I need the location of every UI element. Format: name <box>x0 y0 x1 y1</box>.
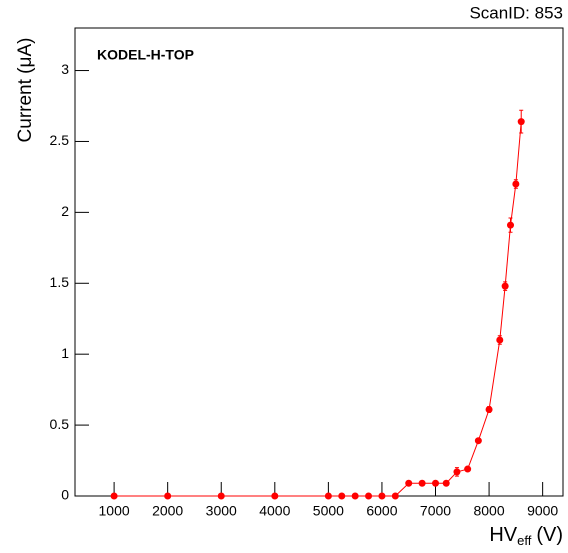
x-tick-label: 2000 <box>152 503 183 519</box>
data-point <box>338 492 346 500</box>
data-point <box>110 492 118 500</box>
data-point <box>405 479 413 487</box>
data-point <box>432 479 440 487</box>
data-point <box>324 492 332 500</box>
annotation: KODEL-H-TOP <box>97 47 194 63</box>
x-tick-label: 5000 <box>313 503 344 519</box>
data-point <box>496 336 504 344</box>
data-point <box>391 492 399 500</box>
y-tick-label: 3 <box>61 61 69 77</box>
data-point <box>464 465 472 473</box>
plot-frame <box>74 27 564 497</box>
data-point <box>418 479 426 487</box>
x-tick-label: 9000 <box>527 503 558 519</box>
x-tick-label: 8000 <box>473 503 504 519</box>
data-point <box>365 492 373 500</box>
data-point <box>474 437 482 445</box>
y-tick-label: 1.5 <box>50 274 70 290</box>
data-point <box>501 282 509 290</box>
data-point <box>512 180 520 188</box>
y-tick-label: 0 <box>61 487 69 503</box>
y-tick-label: 0.5 <box>50 416 70 432</box>
data-point <box>271 492 279 500</box>
x-label-unit: (V) <box>536 524 563 546</box>
data-point <box>351 492 359 500</box>
data-line <box>114 121 522 497</box>
x-label-sub: eff <box>517 533 532 548</box>
x-label-main: HV <box>489 524 517 546</box>
x-tick-label: 4000 <box>259 503 290 519</box>
y-axis-label: Current (μA) <box>15 38 36 143</box>
x-tick-label: 1000 <box>99 503 130 519</box>
x-axis-label: HVeff (V) <box>489 524 563 548</box>
y-tick-label: 2.5 <box>50 132 70 148</box>
data-point <box>453 468 461 476</box>
x-tick-label: 6000 <box>366 503 397 519</box>
data-point <box>164 492 172 500</box>
data-point <box>517 118 525 126</box>
scan-label: ScanID: 853 <box>469 3 563 22</box>
y-tick-label: 1 <box>61 345 69 361</box>
data-point <box>442 479 450 487</box>
x-tick-label: 3000 <box>206 503 237 519</box>
data-point <box>217 492 225 500</box>
y-tick-label: 2 <box>61 203 69 219</box>
data-point <box>507 221 515 229</box>
x-tick-label: 7000 <box>420 503 451 519</box>
data-point <box>485 405 493 413</box>
data-point <box>378 492 386 500</box>
